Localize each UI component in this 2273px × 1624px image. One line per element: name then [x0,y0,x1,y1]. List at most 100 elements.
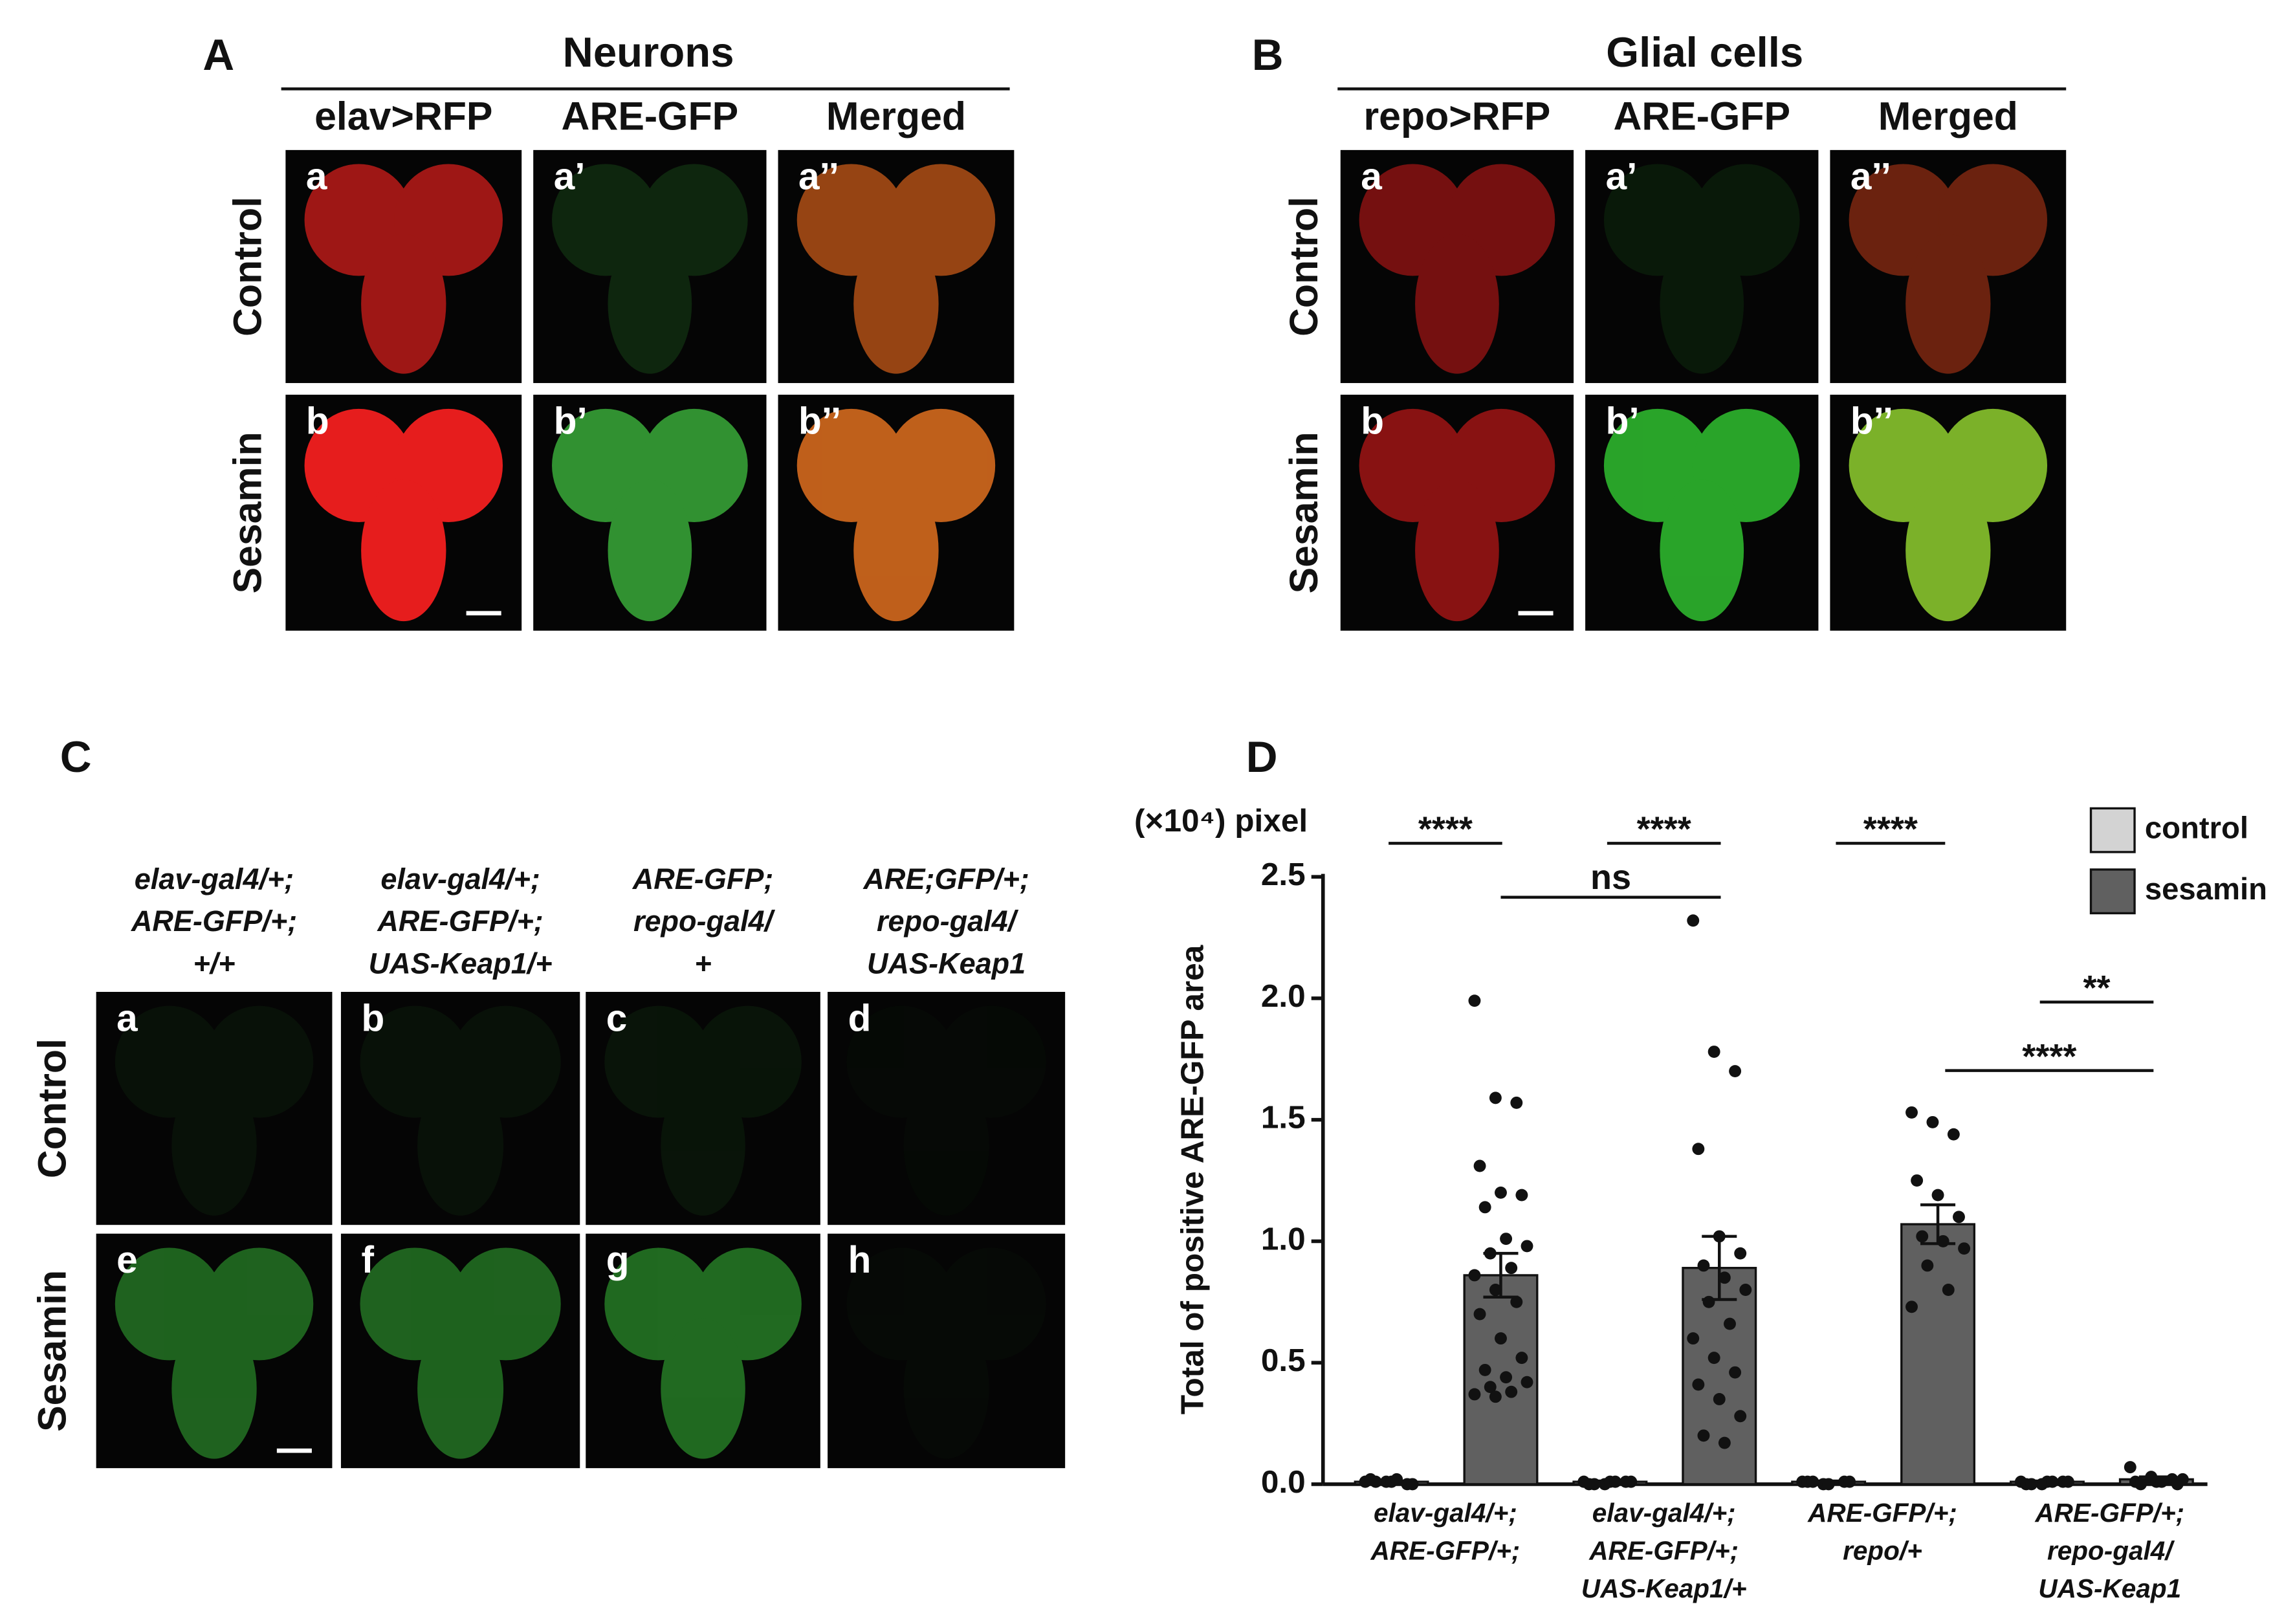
data-point [1958,1242,1971,1255]
data-point [1697,1429,1710,1442]
optic-lobe [846,1247,956,1361]
tile-label: b [1361,401,1384,443]
tile-label: a’’ [798,155,839,197]
optic-lobe [1603,164,1711,276]
data-point [1484,1381,1497,1394]
tile-label: e [116,1239,138,1281]
data-point [1713,1393,1726,1405]
optic-lobe [1692,164,1800,276]
ventral-cord [608,479,692,622]
data-point [1697,1259,1710,1272]
brain [360,1247,561,1459]
brain [360,1005,561,1216]
data-point [1822,1478,1835,1491]
optic-lobe [204,1005,314,1118]
legend-swatch [2089,807,2136,853]
data-point [2176,1473,2189,1486]
panel-title: Neurons [563,28,734,76]
data-point [1718,1436,1731,1449]
optic-lobe [604,1005,713,1118]
data-point [1489,1092,1502,1104]
y-tick-label: 0.5 [1261,1343,1306,1378]
data-point [1478,1201,1491,1214]
data-point [2124,1461,2136,1474]
ventral-cord [171,1075,257,1216]
brain [1359,408,1555,622]
significance-label: ns [1590,858,1631,897]
x-tick-label: repo/+ [1843,1535,1922,1565]
data-point [1500,1233,1513,1245]
micrograph [828,992,1066,1225]
data-point [1468,1388,1481,1401]
genotype-label: repo-gal4/ [633,905,776,938]
brain [796,164,996,374]
data-point [1609,1475,1621,1488]
data-point [1739,1284,1752,1296]
genotype-label: +/+ [193,947,235,980]
column-header: Merged [1878,94,2018,138]
tile-label: a’ [554,155,586,197]
x-tick-label: elav-gal4/+; [1592,1498,1736,1528]
genotype-label: ARE-GFP/+; [131,905,297,938]
data-point [1473,1159,1486,1172]
panel-letter: A [203,31,234,80]
y-tick-label: 2.0 [1261,978,1306,1014]
ventral-cord [1415,234,1499,374]
data-point [1905,1106,1918,1119]
data-point [1937,1234,1949,1247]
data-point [1692,1143,1705,1156]
ventral-cord [661,1318,745,1459]
ventral-cord [1905,234,1991,374]
tile-label: b’’ [798,401,841,443]
micrograph [586,992,820,1225]
brain [846,1005,1046,1216]
data-point [1510,1295,1523,1308]
genotype-label: ARE-GFP/+; [377,905,543,938]
data-point [1713,1230,1726,1243]
legend-swatch [2089,868,2136,915]
brain [552,408,748,622]
ventral-cord [903,1075,989,1216]
data-point [1707,1046,1720,1058]
data-point [2135,1478,2147,1491]
data-point [1495,1332,1507,1345]
genotype-label: elav-gal4/+; [380,862,540,895]
row-label: Control [1282,197,1326,336]
brain [604,1005,802,1216]
column-header: ARE-GFP [562,94,739,138]
data-point [1942,1284,1955,1296]
optic-lobe [552,164,659,276]
micrograph [340,992,580,1225]
panel-letter: B [1252,31,1284,80]
data-point [1687,1332,1700,1345]
brain [115,1247,314,1459]
ventral-cord [361,479,446,622]
ventral-cord [853,479,939,622]
ventral-cord [417,1075,504,1216]
panel-title: Glial cells [1606,28,1803,76]
tile-label: g [606,1239,630,1281]
optic-lobe [846,1005,956,1118]
y-tick-label: 0.0 [1261,1464,1306,1500]
optic-lobe [936,1247,1046,1361]
brain [1359,164,1555,374]
brain [1849,408,2048,622]
data-point [1495,1186,1507,1199]
brain [115,1005,314,1216]
data-point [1510,1096,1523,1109]
y-tick-label: 1.0 [1261,1221,1306,1256]
data-point [1702,1295,1715,1308]
brain [1849,164,2048,374]
y-tick-label: 2.5 [1261,857,1306,892]
data-point [1500,1371,1513,1384]
micrograph [1585,149,1819,384]
tile-label: b’’ [1850,401,1893,443]
x-tick-label: UAS-Keap1 [2038,1574,2181,1603]
tile-label: c [606,998,628,1040]
data-point [2046,1475,2059,1488]
ventral-cord [853,234,939,374]
tile-label: a’ [1606,155,1638,197]
data-point [1505,1385,1518,1398]
tile-label: f [361,1239,374,1281]
bar [1900,1223,1976,1486]
